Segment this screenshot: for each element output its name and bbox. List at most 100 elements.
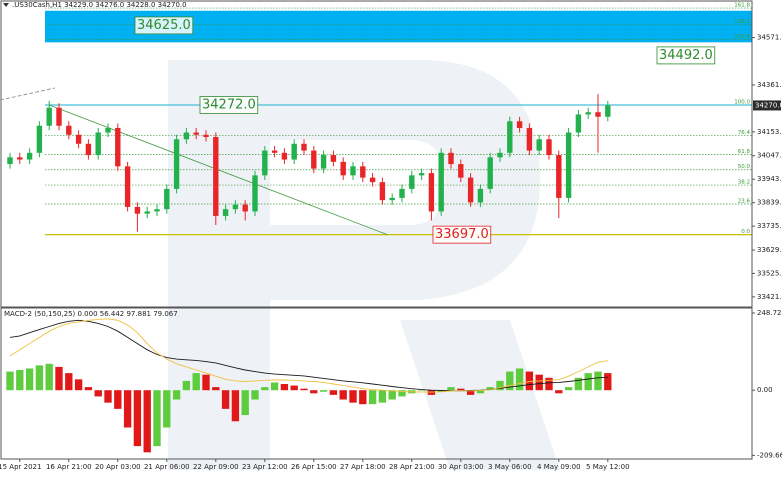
y-tick-label: 34047.0 [757,152,782,160]
candle-body [526,128,533,151]
y-tick-label: -209.661 [757,451,782,459]
candle-body [46,107,52,126]
candle-body [95,132,101,156]
candle-body [7,157,13,165]
level-label-box [199,96,259,114]
candle-body [281,152,288,160]
histogram-bar [447,387,455,391]
candle-body [585,112,591,115]
candle-body [565,132,572,198]
fib-label: 76.4 [738,130,751,136]
histogram-bar [584,373,592,391]
candle-body [144,211,150,214]
candle-body [487,157,493,189]
candle-body [271,150,278,153]
histogram-bar [417,390,426,391]
histogram-bar [94,390,102,397]
y-tick-label: 34571.0 [757,34,782,42]
candle-body [105,128,111,133]
macd-pane-frame [0,307,753,460]
histogram-bar [280,384,289,391]
histogram-bar [515,368,524,391]
fib-label: 38.2 [738,180,750,186]
histogram-bar [604,373,612,391]
symbol-menu-icon[interactable] [3,3,9,7]
level-label-box [432,225,492,244]
histogram-bar [388,390,396,400]
histogram-bar [594,371,602,391]
dashed-guide [0,87,56,101]
histogram-bar [535,374,543,391]
histogram-bar [35,365,44,391]
x-tick-label: 4 May 09:00 [537,463,581,471]
candle-body [193,132,199,135]
candle-body [154,209,160,212]
histogram-bar [457,388,465,391]
histogram-bar [486,387,494,391]
candle-body [85,143,92,156]
candle-body [389,197,395,201]
candle-body [311,150,317,169]
y-tick-label: 33943.0 [757,175,782,183]
candle-body [379,182,386,201]
candle-body [173,139,180,189]
candle-body [291,143,297,160]
candle-body [242,204,248,212]
candle-body [134,206,141,214]
histogram-bar [496,380,504,391]
watermark [168,60,560,470]
candle-body [575,114,582,133]
histogram-bar [261,387,269,391]
y-tick-label: 33735.0 [757,222,782,230]
fib-label: 100.0 [734,100,750,106]
histogram-bar [114,390,122,409]
candle-body [66,125,72,135]
level-label: 34272.0 [202,98,256,113]
candle-body [320,155,327,169]
histogram-bar [45,363,53,391]
histogram-bar [349,390,357,403]
fib-label: 23.6 [738,198,751,204]
histogram-bar [339,390,347,400]
histogram-bar [329,390,338,395]
histogram-bar [65,373,73,391]
macd-title: MACD-2 (50,150,25) 0.000 56.442 97.881 7… [4,310,178,318]
candle-body [438,152,444,212]
histogram-bar [6,371,14,391]
x-tick-label: 21 Apr 06:00 [144,463,190,471]
candle-body [340,161,346,176]
candle-body [124,166,131,207]
macd-line [9,318,608,393]
histogram-bar [574,377,583,391]
x-tick-label: 26 Apr 15:00 [291,463,337,471]
histogram-bar [231,390,240,422]
candle-body [369,177,376,183]
histogram-bar [359,390,367,405]
histogram-bar [525,371,534,391]
y-tick-label: 33525.0 [757,269,782,277]
histogram-bar [368,390,377,405]
x-tick-label: 16 Apr 21:00 [46,463,92,471]
candle-body [222,209,229,216]
candle-body [428,173,435,212]
histogram-bar [398,390,406,397]
histogram-bar [555,390,563,394]
fib-label: 138.2 [734,19,750,25]
x-tick-label: 28 Apr 21:00 [389,463,435,471]
y-tick-label: 248.728 [757,309,782,317]
histogram-bar [437,390,445,392]
candle-body [556,155,562,198]
histogram-bar [290,385,298,391]
histogram-bar [545,377,553,391]
price-title: .US30Cash,H1 34229.0 34276.0 34228.0 342… [12,1,187,9]
x-tick-label: 5 May 12:00 [586,463,630,471]
x-tick-label: 15 Apr 2021 [0,463,41,471]
histogram-bar [310,390,318,394]
candle-body [458,164,464,178]
candle-body [536,139,542,151]
histogram-bar [163,390,171,428]
fib-label: 50.0 [738,164,751,170]
candle-body [213,137,219,216]
fib-label: 0.0 [741,229,750,235]
